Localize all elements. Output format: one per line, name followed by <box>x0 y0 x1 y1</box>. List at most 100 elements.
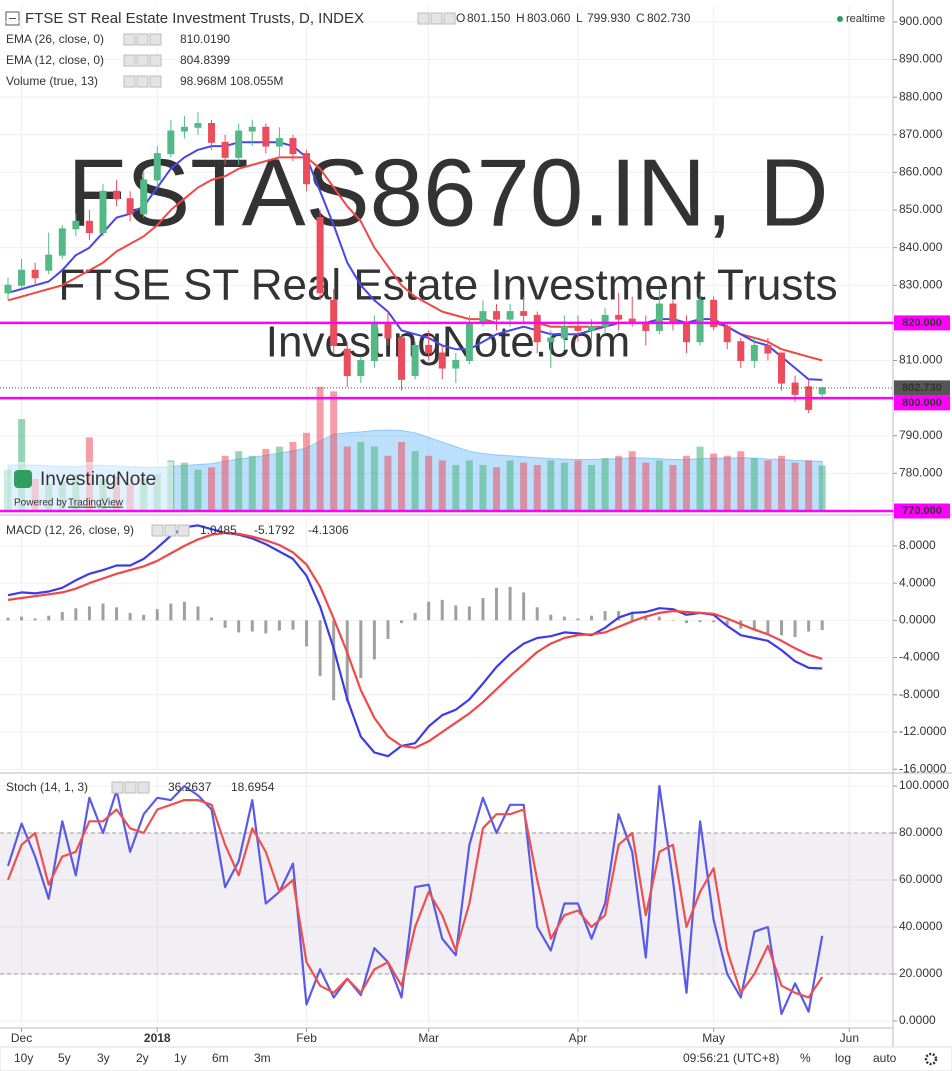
range-button[interactable]: 2y <box>136 1051 149 1065</box>
remove-button[interactable] <box>177 524 190 537</box>
settings-button[interactable] <box>124 781 137 794</box>
logo-box <box>5 462 173 510</box>
price-marker <box>894 315 950 331</box>
eye-button[interactable] <box>417 12 430 25</box>
histogram-bar <box>820 620 824 631</box>
y-tick-label: 830.000 <box>899 277 943 291</box>
volume-bar <box>642 462 650 511</box>
histogram-bar <box>223 620 227 628</box>
candle-body <box>113 190 121 200</box>
volume-bar <box>357 442 365 511</box>
histogram-bar <box>712 620 716 623</box>
range-button[interactable]: 6m <box>212 1051 229 1065</box>
histogram-bar <box>576 618 580 621</box>
candle-body <box>520 311 528 316</box>
y-tick-label: 900.000 <box>899 14 943 28</box>
y-tick-label: 840.000 <box>899 240 943 254</box>
volume-bar <box>506 460 514 511</box>
volume-bar <box>655 460 663 511</box>
remove-button[interactable] <box>149 54 162 67</box>
histogram-bar <box>264 620 268 634</box>
histogram-bar <box>440 599 444 621</box>
settings-button[interactable] <box>924 1052 938 1066</box>
histogram-bar <box>115 607 119 621</box>
volume-bar <box>384 455 392 511</box>
y-tick-label: 810.000 <box>899 353 943 367</box>
settings-button[interactable] <box>136 33 149 46</box>
histogram-bar <box>508 586 512 621</box>
volume-bar <box>710 453 718 511</box>
eye-button[interactable] <box>123 33 136 46</box>
candle-body <box>262 126 270 147</box>
histogram-bar <box>481 598 485 621</box>
volume-bar <box>818 465 826 511</box>
candle-body <box>683 322 690 343</box>
range-button[interactable]: 3m <box>254 1051 271 1065</box>
candle-body <box>289 138 297 155</box>
histogram-bar <box>182 601 186 621</box>
settings-button[interactable] <box>430 12 443 25</box>
candle-body <box>398 337 406 380</box>
histogram-bar <box>277 620 281 631</box>
histogram-bar <box>169 603 173 621</box>
histogram-bar <box>535 607 539 621</box>
logo-powered: Powered by <box>14 498 67 509</box>
pane <box>0 518 893 772</box>
volume-bar <box>560 462 568 511</box>
legend-value: 810.0190 <box>180 32 230 46</box>
remove-button[interactable] <box>443 12 456 25</box>
volume-bar <box>588 465 596 511</box>
settings-button[interactable] <box>136 54 149 67</box>
range-button[interactable]: 5y <box>58 1051 71 1065</box>
toolbar <box>0 1046 952 1071</box>
settings-button[interactable] <box>136 75 149 88</box>
stoch-band <box>0 833 893 974</box>
candle-body <box>303 153 311 185</box>
histogram-bar <box>142 614 146 621</box>
histogram-bar <box>562 616 566 621</box>
macd-line <box>7 531 823 749</box>
candle-body <box>669 303 677 324</box>
volume-bar <box>520 462 528 511</box>
candle-body <box>452 360 460 369</box>
eye-button[interactable] <box>123 54 136 67</box>
range-button[interactable]: 1y <box>174 1051 187 1065</box>
histogram-bar <box>20 616 24 621</box>
x-tick-label: Jun <box>840 1031 859 1045</box>
y-tick-label: 8.0000 <box>899 538 936 552</box>
legend-value: 36.2637 <box>168 780 212 794</box>
remove-button[interactable] <box>149 75 162 88</box>
volume-bar <box>764 460 772 511</box>
watermark: InvestingNote.com <box>266 318 630 367</box>
candle-body <box>72 220 80 230</box>
histogram-bar <box>793 620 797 638</box>
candle-body <box>316 217 324 294</box>
logo-link[interactable]: TradingView <box>68 498 124 509</box>
percent-button[interactable]: % <box>800 1051 811 1065</box>
range-button[interactable]: 10y <box>14 1051 33 1065</box>
stoch-line <box>6 799 824 999</box>
y-tick-label: -8.0000 <box>899 687 940 701</box>
candle-body <box>45 254 53 271</box>
log-button[interactable]: log <box>835 1051 851 1065</box>
volume-bar <box>235 451 243 511</box>
candle-body <box>208 123 216 143</box>
legend-value: 98.968M <box>180 74 227 88</box>
y-tick-label: 80.0000 <box>899 825 943 839</box>
collapse-icon[interactable] <box>5 11 20 26</box>
macd-line <box>7 524 823 758</box>
x-tick-label: Dec <box>11 1031 32 1045</box>
settings-button[interactable] <box>164 524 177 537</box>
remove-button[interactable] <box>149 33 162 46</box>
auto-button[interactable]: auto <box>873 1051 897 1065</box>
eye-button[interactable] <box>111 781 124 794</box>
eye-button[interactable] <box>123 75 136 88</box>
histogram-bar <box>6 617 10 621</box>
pane: FSTAS8670.IN, D FTSE ST Real Estate Inves… <box>0 5 893 512</box>
ohlc-value: 801.150 <box>467 11 511 25</box>
remove-button[interactable] <box>137 781 150 794</box>
eye-button[interactable] <box>151 524 164 537</box>
range-button[interactable]: 3y <box>97 1051 110 1065</box>
volume-bar <box>275 446 283 511</box>
price-marker-label: 800.000 <box>902 397 942 409</box>
